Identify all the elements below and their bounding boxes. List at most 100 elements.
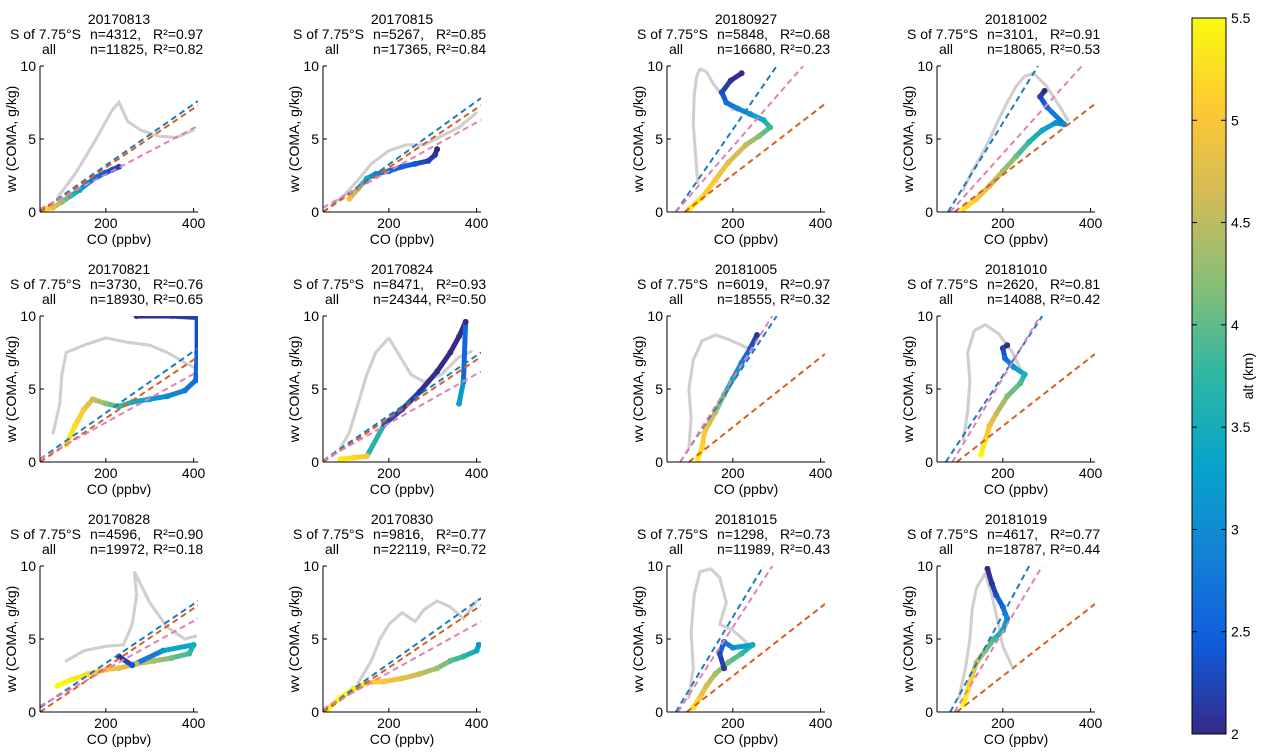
y-tick-label: 10 — [303, 58, 319, 74]
south-data-point — [991, 636, 998, 642]
south-data-point — [767, 124, 774, 131]
fit-line — [675, 66, 804, 212]
south-trace-segment — [72, 406, 87, 428]
south-data-point — [712, 671, 719, 678]
south-data-point — [447, 657, 454, 664]
y-axis-label: wv (COMA, g/kg) — [3, 336, 19, 444]
x-tick-label: 400 — [182, 215, 206, 231]
stats-south-label: S of 7.75°S — [907, 276, 978, 292]
south-data-point — [85, 671, 92, 678]
south-data-point — [116, 665, 122, 672]
south-data-point — [1041, 87, 1048, 94]
all-data-trace — [55, 99, 196, 199]
subplot-20170830: 20170830 S of 7.75°S n=9816, R²=0.77 all n=22… — [286, 511, 489, 747]
south-data-point — [58, 198, 65, 205]
y-tick-label: 5 — [925, 131, 933, 147]
stats-all-n: n=11825, — [90, 41, 148, 57]
fit-line — [947, 66, 1039, 212]
south-data-point — [712, 176, 719, 183]
stats-south-r2: R²=0.73 — [780, 526, 830, 542]
south-trace-segment — [169, 651, 192, 661]
y-tick-label: 5 — [28, 131, 36, 147]
stats-south-n: n=3101, — [987, 26, 1038, 42]
stats-all-n: n=24344, — [373, 291, 432, 307]
x-axis-label: CO (ppbv) — [87, 231, 152, 247]
south-data-point — [456, 400, 463, 407]
x-tick-label: 200 — [94, 465, 118, 481]
stats-south-n: n=9816, — [373, 526, 424, 542]
subplot-title: 20170824 — [371, 261, 434, 277]
subplot-title: 20170830 — [371, 511, 434, 527]
x-tick-label: 200 — [377, 715, 401, 731]
stats-south-r2: R²=0.93 — [436, 276, 486, 292]
y-tick-label: 10 — [20, 308, 36, 324]
stats-south-label: S of 7.75°S — [907, 26, 978, 42]
south-data-point — [456, 333, 463, 340]
stats-south-r2: R²=0.97 — [780, 276, 830, 292]
stats-all-label: all — [42, 291, 56, 307]
south-data-point — [999, 345, 1006, 352]
south-trace-segment — [993, 393, 1010, 417]
south-data-point — [168, 654, 175, 661]
south-data-point — [749, 641, 756, 648]
x-tick-label: 400 — [809, 215, 833, 231]
x-tick-label: 400 — [465, 715, 489, 731]
south-data-point — [460, 653, 467, 660]
south-data-point — [346, 195, 353, 202]
south-data-point — [725, 659, 732, 666]
colorbar-label: alt (km) — [1240, 353, 1256, 400]
stats-all-n: n=14088, — [987, 291, 1046, 307]
fit-line — [323, 351, 481, 462]
south-data-point — [190, 641, 197, 648]
subplot-title: 20181019 — [985, 511, 1048, 527]
stats-south-n: n=3730, — [90, 276, 141, 292]
south-data-point — [151, 657, 158, 664]
south-data-point — [977, 451, 984, 458]
south-trace-segment — [193, 350, 198, 383]
stats-south-n: n=5848, — [717, 26, 768, 42]
y-axis-label: wv (COMA, g/kg) — [630, 336, 646, 444]
x-tick-label: 200 — [94, 215, 118, 231]
subplot-20181015: 20181015 S of 7.75°S n=1298, R²=0.73 all n=11… — [630, 511, 833, 747]
stats-all-r2: R²=0.65 — [153, 291, 203, 307]
y-axis-label: wv (COMA, g/kg) — [286, 586, 302, 694]
all-data-trace — [339, 335, 474, 449]
stats-south-label: S of 7.75°S — [637, 526, 708, 542]
y-tick-label: 5 — [655, 631, 663, 647]
fit-line — [40, 600, 198, 709]
south-data-point — [473, 647, 480, 654]
x-tick-label: 400 — [465, 215, 489, 231]
y-axis-label: wv (COMA, g/kg) — [900, 86, 916, 194]
subplot-title: 20181002 — [985, 11, 1048, 27]
y-tick-label: 10 — [917, 308, 933, 324]
y-axis-label: wv (COMA, g/kg) — [286, 336, 302, 444]
all-data-trace — [687, 333, 755, 449]
x-tick-label: 200 — [721, 465, 745, 481]
south-data-point — [718, 89, 725, 96]
south-trace-segment — [169, 316, 198, 320]
south-data-point — [1037, 93, 1044, 100]
fit-line — [679, 316, 774, 462]
south-trace-segment — [164, 387, 188, 399]
y-tick-label: 10 — [647, 308, 663, 324]
south-data-point — [756, 133, 763, 140]
colorbar-gradient — [1191, 17, 1227, 735]
y-tick-label: 0 — [311, 454, 319, 470]
fit-line — [323, 370, 481, 462]
stats-all-label: all — [325, 541, 339, 557]
subplot-20180927: 20180927 S of 7.75°S n=5848, R²=0.68 all n=16… — [630, 11, 833, 247]
south-data-point — [350, 454, 357, 461]
south-data-point — [194, 349, 198, 356]
x-tick-label: 400 — [1079, 465, 1103, 481]
south-data-point — [721, 665, 728, 672]
fit-line — [956, 353, 1095, 462]
all-data-trace — [687, 567, 748, 700]
south-data-point — [738, 359, 745, 366]
x-axis-label: CO (ppbv) — [370, 231, 435, 247]
fit-line — [949, 566, 1031, 712]
south-data-point — [986, 422, 993, 429]
stats-south-n: n=5267, — [373, 26, 424, 42]
south-data-point — [988, 580, 995, 587]
x-axis-label: CO (ppbv) — [370, 731, 435, 747]
stats-all-label: all — [939, 291, 953, 307]
